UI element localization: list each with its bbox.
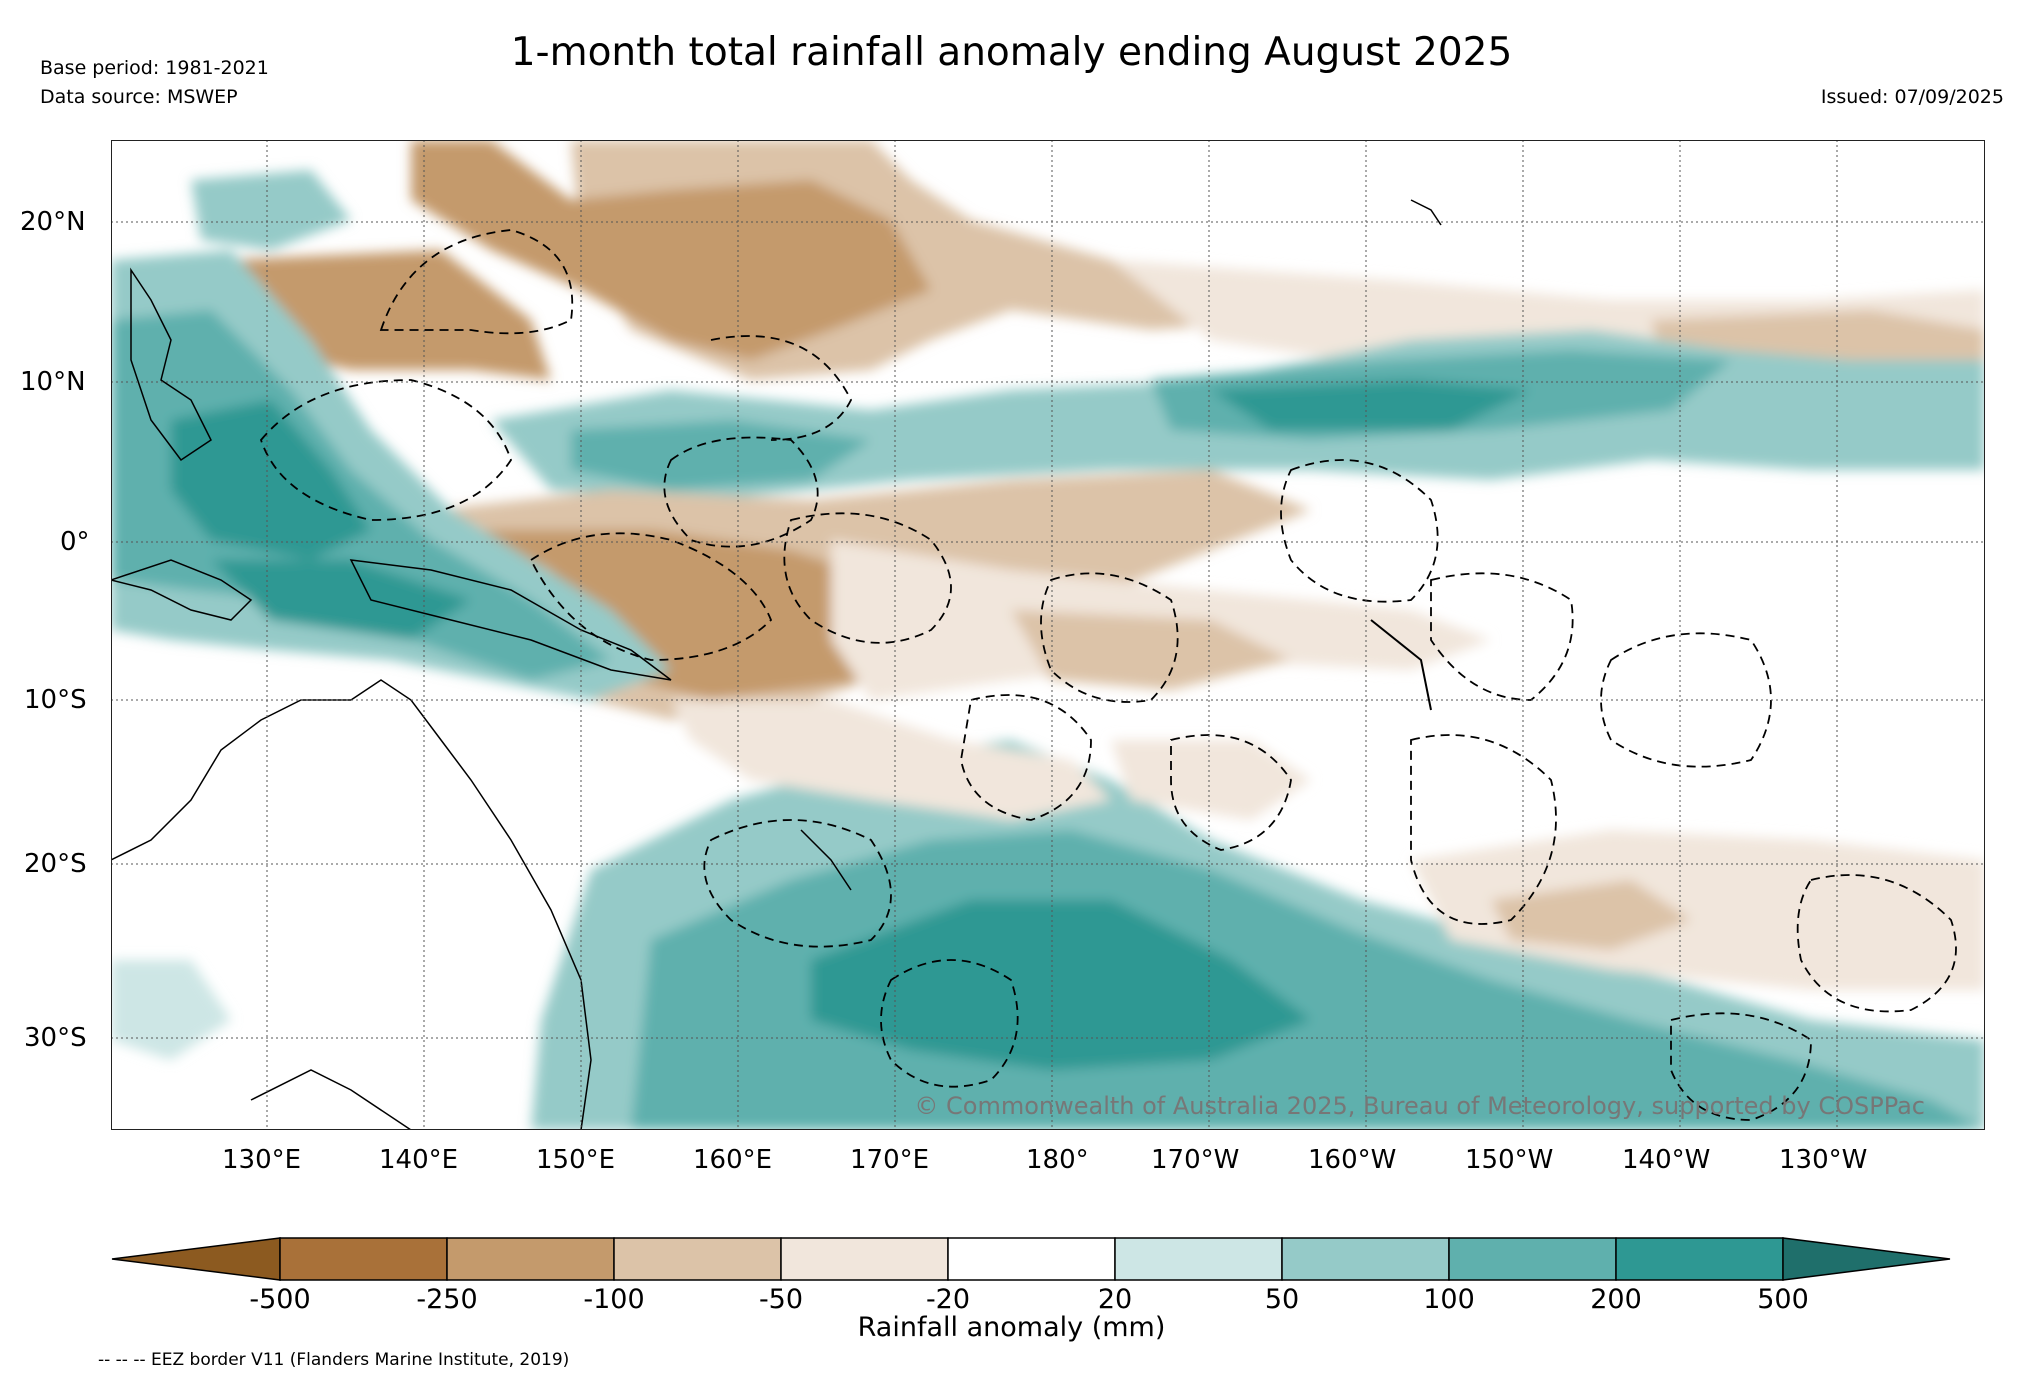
colorbar-segment <box>947 1237 1116 1281</box>
map-canvas <box>111 140 1985 1130</box>
new-guinea-coast <box>349 559 672 681</box>
colorbar-ticks: -500 -250 -100 -50 -20 20 50 100 200 500 <box>249 1284 1808 1315</box>
borneo-coast <box>111 559 253 621</box>
lat-label-10s: 10°S <box>24 685 87 715</box>
issued-date: Issued: 07/09/2025 <box>1820 86 2004 108</box>
lon-label-160w: 160°W <box>1308 1145 1397 1175</box>
colorbar-segment <box>1114 1237 1283 1281</box>
colorbar-segment <box>1281 1237 1450 1281</box>
colorbar-tick-label: -100 <box>583 1284 644 1315</box>
new-zealand-coast <box>250 1069 412 1130</box>
colorbar-segment <box>1448 1237 1617 1281</box>
lon-label-150w: 150°W <box>1465 1145 1554 1175</box>
colorbar-extend-low <box>111 1237 281 1281</box>
lon-label-140w: 140°W <box>1622 1145 1711 1175</box>
lon-label-170e: 170°E <box>850 1145 930 1175</box>
colorbar-segment <box>279 1237 448 1281</box>
lon-label-150e: 150°E <box>536 1145 616 1175</box>
colorbar-label: Rainfall anomaly (mm) <box>857 1312 1166 1343</box>
coastlines <box>111 199 1442 1130</box>
lat-label-20s: 20°S <box>24 849 87 879</box>
data-source: Data source: MSWEP <box>40 86 238 108</box>
lon-label-160e: 160°E <box>693 1145 773 1175</box>
graticule <box>111 140 1985 1130</box>
eez-borders <box>259 229 1957 1121</box>
colorbar-tick-label: -20 <box>926 1284 970 1315</box>
colorbar-extend-high <box>1782 1237 1951 1281</box>
colorbar-tick-label: 20 <box>1098 1284 1132 1315</box>
copyright-notice: © Commonwealth of Australia 2025, Bureau… <box>914 1092 1925 1120</box>
colorbar-tick-label: -250 <box>416 1284 477 1315</box>
colorbar-tick-label: -500 <box>249 1284 310 1315</box>
colorbar-segments <box>111 1237 1951 1281</box>
colorbar-tick-label: 50 <box>1265 1284 1299 1315</box>
solid-boundary <box>1370 619 1432 711</box>
base-period: Base period: 1981-2021 <box>40 57 269 79</box>
colorbar-tick-label: 200 <box>1590 1284 1642 1315</box>
lon-label-170w: 170°W <box>1151 1145 1240 1175</box>
colorbar-tick-label: 500 <box>1757 1284 1809 1315</box>
lat-label-30s: 30°S <box>24 1023 87 1053</box>
colorbar-tick-label: 100 <box>1423 1284 1475 1315</box>
anomaly-field <box>111 140 1985 1130</box>
colorbar-segment <box>613 1237 782 1281</box>
colorbar-segment <box>780 1237 949 1281</box>
lat-label-equator: 0° <box>60 527 90 557</box>
lon-label-180: 180° <box>1026 1145 1089 1175</box>
hawaii-coast <box>1410 199 1442 226</box>
lon-label-140e: 140°E <box>379 1145 459 1175</box>
eez-footnote: -- -- -- EEZ border V11 (Flanders Marine… <box>98 1350 570 1370</box>
philippines-coast <box>130 267 212 462</box>
colorbar-tick-label: -50 <box>759 1284 803 1315</box>
rainfall-anomaly-map: © Commonwealth of Australia 2025, Bureau… <box>111 140 1985 1130</box>
lon-label-130e: 130°E <box>222 1145 302 1175</box>
lon-label-130w: 130°W <box>1779 1145 1868 1175</box>
colorbar-segment <box>446 1237 615 1281</box>
colorbar-segment <box>1615 1237 1784 1281</box>
map-title: 1-month total rainfall anomaly ending Au… <box>510 30 1513 75</box>
lat-label-20n: 20°N <box>20 207 86 237</box>
lat-label-10n: 10°N <box>20 367 86 397</box>
new-caledonia-coast <box>800 829 852 891</box>
australia-coast <box>111 679 592 1130</box>
